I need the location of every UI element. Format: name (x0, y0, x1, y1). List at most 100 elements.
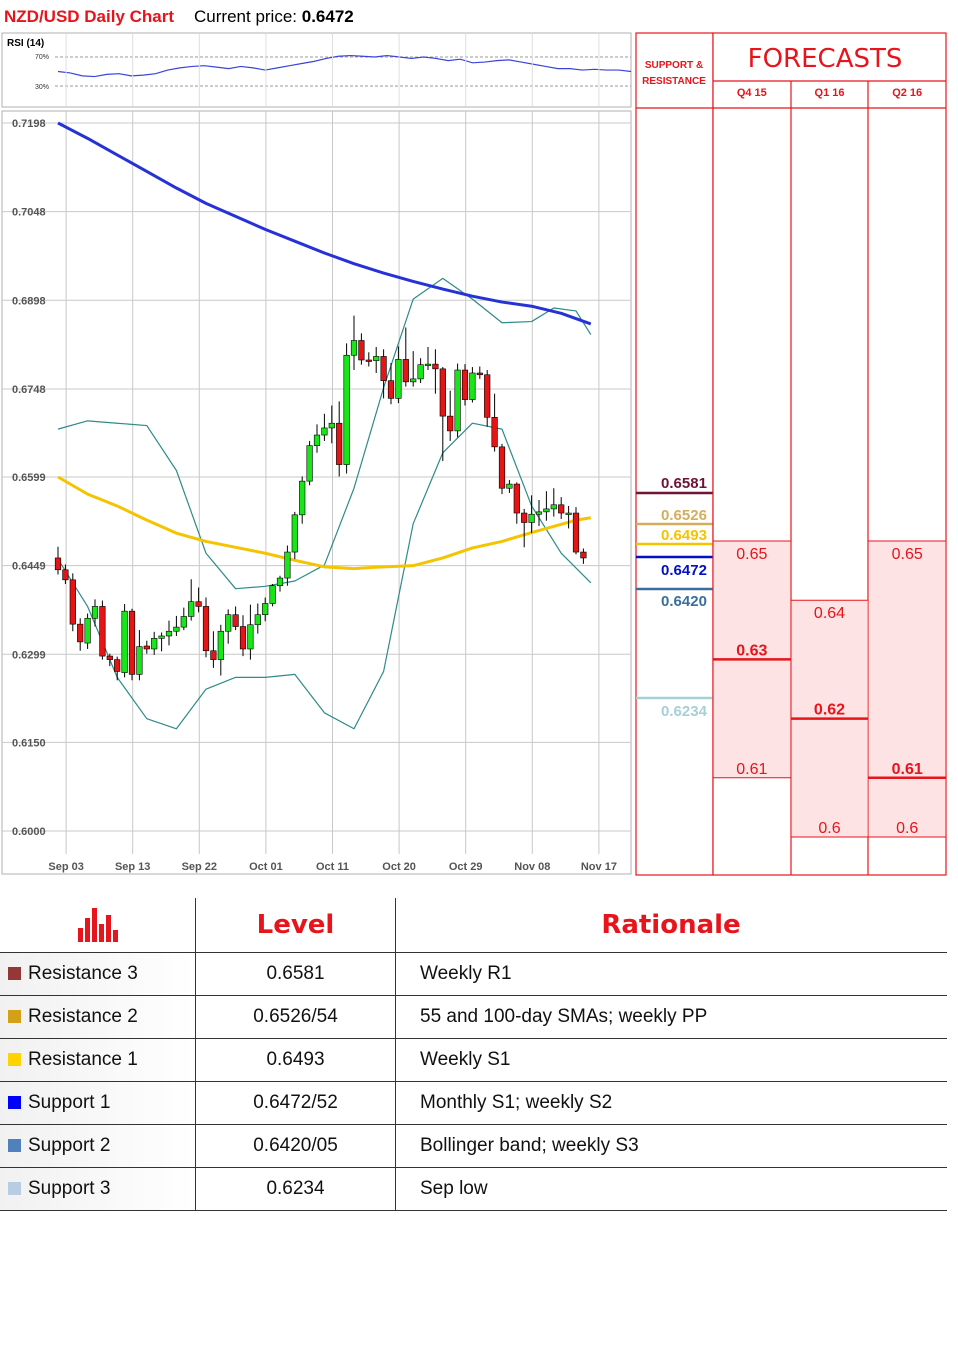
x-tick-label: Sep 03 (48, 861, 83, 873)
candle-down (77, 623, 84, 643)
row-name: Resistance 3 (28, 963, 138, 984)
y-tick-label: 0.7198 (12, 118, 46, 130)
row-name: Support 2 (28, 1135, 111, 1156)
y-tick-label: 0.6898 (12, 295, 46, 307)
candle-up (84, 617, 91, 644)
candle-down (380, 356, 387, 381)
candle-down (387, 380, 395, 399)
candle-up (269, 585, 276, 604)
sr-level-label: 0.6234 (661, 703, 708, 720)
candle-up (121, 610, 128, 673)
forecast-mid-value: 0.63 (736, 642, 767, 659)
forecast-period-label: Q1 16 (815, 87, 845, 99)
row-name-cell: Resistance 1 (0, 1038, 196, 1082)
candle-down (491, 417, 498, 448)
candle-down (558, 504, 565, 514)
candle-up (528, 513, 535, 523)
levels-table-header: Level Rationale (0, 898, 947, 953)
sr-level-label: 0.6581 (661, 475, 707, 492)
table-row: Support 3 0.6234 Sep low (0, 1167, 947, 1211)
sr-level-label: 0.6472 (661, 562, 707, 579)
forecast-low-value: 0.6 (818, 820, 840, 837)
x-tick-label: Oct 20 (382, 861, 416, 873)
row-name-cell: Resistance 3 (0, 952, 196, 996)
forecast-period-label: Q2 16 (892, 87, 922, 99)
candle-down (439, 368, 446, 417)
sr-column-frame (635, 32, 714, 876)
candle-down (210, 650, 217, 660)
color-swatch (8, 967, 21, 980)
row-rationale: Sep low (395, 1167, 947, 1211)
candle-up (395, 359, 402, 399)
y-tick-label: 0.6000 (12, 826, 46, 838)
candle-down (195, 601, 202, 607)
table-row: Resistance 1 0.6493 Weekly S1 (0, 1038, 947, 1082)
current-price-value: 0.6472 (301, 7, 354, 26)
table-row: Support 2 0.6420/05 Bollinger band; week… (0, 1124, 947, 1168)
candle-up (373, 356, 380, 361)
table-row: Support 1 0.6472/52 Monthly S1; weekly S… (0, 1081, 947, 1125)
candle-down (62, 569, 69, 581)
levels-table: Level Rationale Resistance 3 0.6581 Week… (0, 898, 947, 1211)
row-name-cell: Support 3 (0, 1167, 196, 1211)
row-level: 0.6472/52 (195, 1081, 396, 1125)
candle-up (343, 354, 350, 465)
row-level: 0.6234 (195, 1167, 396, 1211)
x-tick-label: Nov 17 (581, 861, 617, 873)
candle-up (225, 614, 232, 632)
forecast-mid-value: 0.61 (892, 761, 923, 778)
candle-down (143, 645, 150, 650)
candle-up (284, 551, 291, 579)
candlesticks (54, 315, 587, 681)
current-price-label: Current price: (194, 7, 298, 26)
table-row: Resistance 3 0.6581 Weekly R1 (0, 952, 947, 996)
chart-header: NZD/USD Daily Chart Current price: 0.647… (4, 4, 354, 30)
candle-up (321, 427, 328, 436)
x-axis-ticks: Sep 03 Sep 13 Sep 22 Oct 01 Oct 11 Oct 20 Oct … (48, 861, 617, 873)
row-name: Support 3 (28, 1178, 111, 1199)
color-swatch (8, 1053, 21, 1066)
candle-down (239, 626, 247, 650)
candle-up (158, 635, 165, 639)
x-tick-label: Oct 29 (449, 861, 483, 873)
sr-level-label: 0.6493 (661, 527, 707, 544)
candle-down (114, 659, 121, 672)
row-name-cell: Resistance 2 (0, 995, 196, 1039)
x-tick-label: Oct 01 (249, 861, 283, 873)
forecast-mid-value: 0.62 (814, 702, 845, 719)
color-swatch (8, 1182, 21, 1195)
sma-200-line (57, 121, 592, 326)
indicator-lines (57, 121, 592, 730)
chart-title: NZD/USD Daily Chart (4, 7, 175, 26)
x-tick-label: Sep 22 (182, 861, 217, 873)
y-tick-label: 0.6299 (12, 649, 46, 661)
candle-down (402, 359, 409, 383)
candle-down (521, 512, 528, 523)
row-rationale: Weekly R1 (395, 952, 947, 996)
candle-down (54, 557, 62, 571)
candle-down (202, 606, 210, 652)
row-name: Resistance 2 (28, 1006, 138, 1027)
candle-up (417, 364, 424, 380)
y-tick-label: 0.7048 (12, 207, 46, 219)
candle-down (358, 340, 365, 361)
candle-up (291, 514, 298, 553)
candle-up (276, 577, 284, 587)
x-tick-label: Oct 11 (316, 861, 349, 873)
candle-up (299, 480, 306, 516)
candle-down (336, 422, 343, 465)
candle-up (173, 626, 180, 632)
level-header: Level (195, 898, 396, 953)
y-tick-label: 0.6748 (12, 384, 46, 396)
candle-up (454, 369, 461, 432)
sr-level-label: 0.6526 (661, 507, 707, 524)
color-swatch (8, 1139, 21, 1152)
row-level: 0.6493 (195, 1038, 396, 1082)
x-tick-label: Nov 08 (514, 861, 550, 873)
candle-down (128, 610, 136, 675)
row-rationale: Bollinger band; weekly S3 (395, 1124, 947, 1168)
candle-up (217, 630, 224, 660)
chart-svg: RSI (14) 70% 30% 0.7198 0.7048 0.6898 0.674… (1, 32, 947, 876)
forecast-range-box (869, 541, 946, 837)
candle-up (180, 616, 187, 628)
